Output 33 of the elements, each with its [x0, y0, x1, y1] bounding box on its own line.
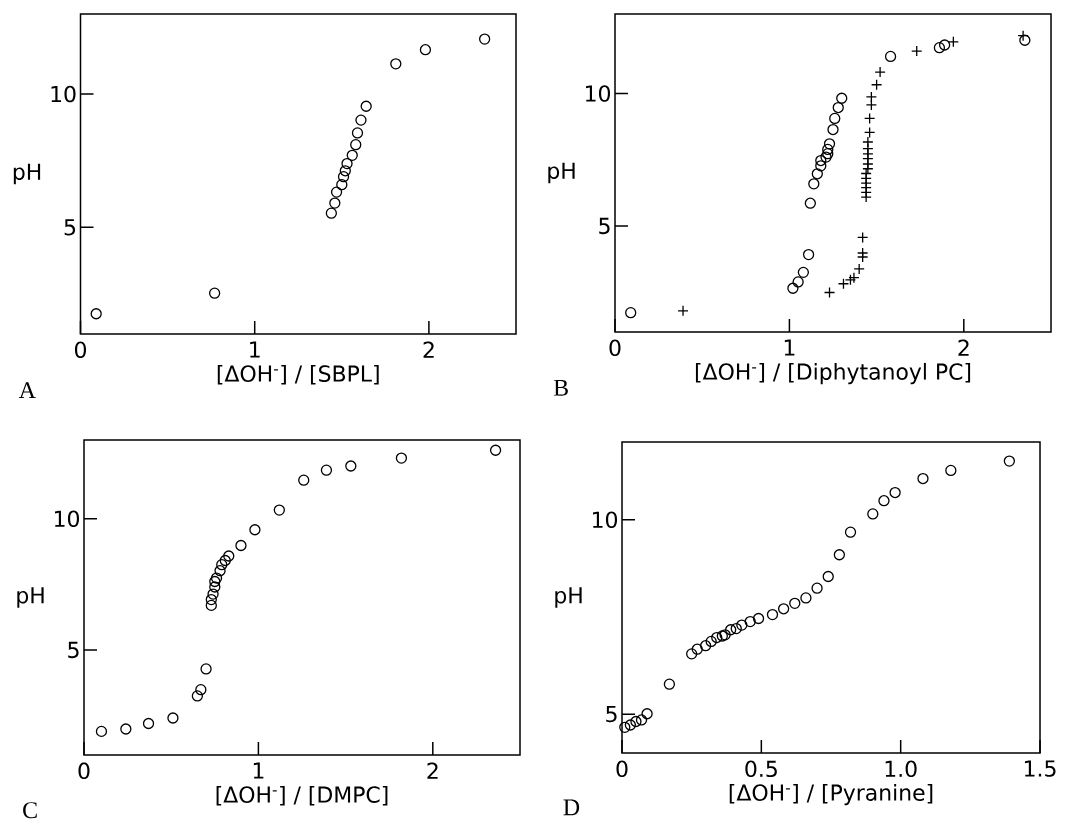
y-tick-label: 10: [51, 85, 76, 103]
x-axis-title: [ΔOH$^{-}$] / [Diphytanoyl PC]: [695, 362, 971, 385]
x-axis-title: [ΔOH$^{-}$] / [DMPC]: [216, 785, 388, 806]
x-tick-label: 1: [784, 339, 795, 356]
x-tick-label: 0: [616, 760, 628, 778]
y-tick-label: 10: [55, 510, 80, 528]
text: A: [18, 382, 36, 398]
x-tick-label: 1.5: [1024, 760, 1056, 777]
y-axis-title: pH: [13, 163, 41, 185]
text: B: [553, 379, 568, 396]
y-tick-label: 5: [64, 219, 76, 236]
x-tick-label: 2: [423, 341, 434, 358]
y-tick-label: 5: [606, 705, 617, 723]
y-axis-title: pH: [548, 162, 575, 184]
y-axis-title: pH: [555, 587, 582, 608]
text: C: [23, 802, 37, 819]
x-tick-label: 1: [250, 341, 260, 358]
y-tick-label: 10: [586, 85, 611, 102]
x-axis-title: [ΔOH$^{-}$] / [SBPL]: [217, 364, 379, 385]
x-tick-label: 0: [74, 341, 87, 359]
x-tick-label: 0.5: [745, 760, 777, 778]
x-axis-title: [ΔOH$^{-}$] / [Pyranine]: [729, 783, 933, 806]
x-tick-label: 1.0: [885, 760, 917, 778]
y-axis-title: pH: [17, 587, 44, 608]
x-tick-label: 2: [427, 762, 438, 779]
x-tick-label: 0: [609, 339, 621, 357]
x-tick-label: 0: [78, 762, 90, 780]
y-tick-label: 10: [593, 511, 618, 529]
y-tick-label: 5: [68, 641, 79, 659]
text: D: [563, 799, 580, 816]
x-tick-label: 2: [958, 339, 969, 356]
y-tick-label: 5: [599, 217, 610, 235]
x-tick-label: 1: [253, 762, 264, 779]
